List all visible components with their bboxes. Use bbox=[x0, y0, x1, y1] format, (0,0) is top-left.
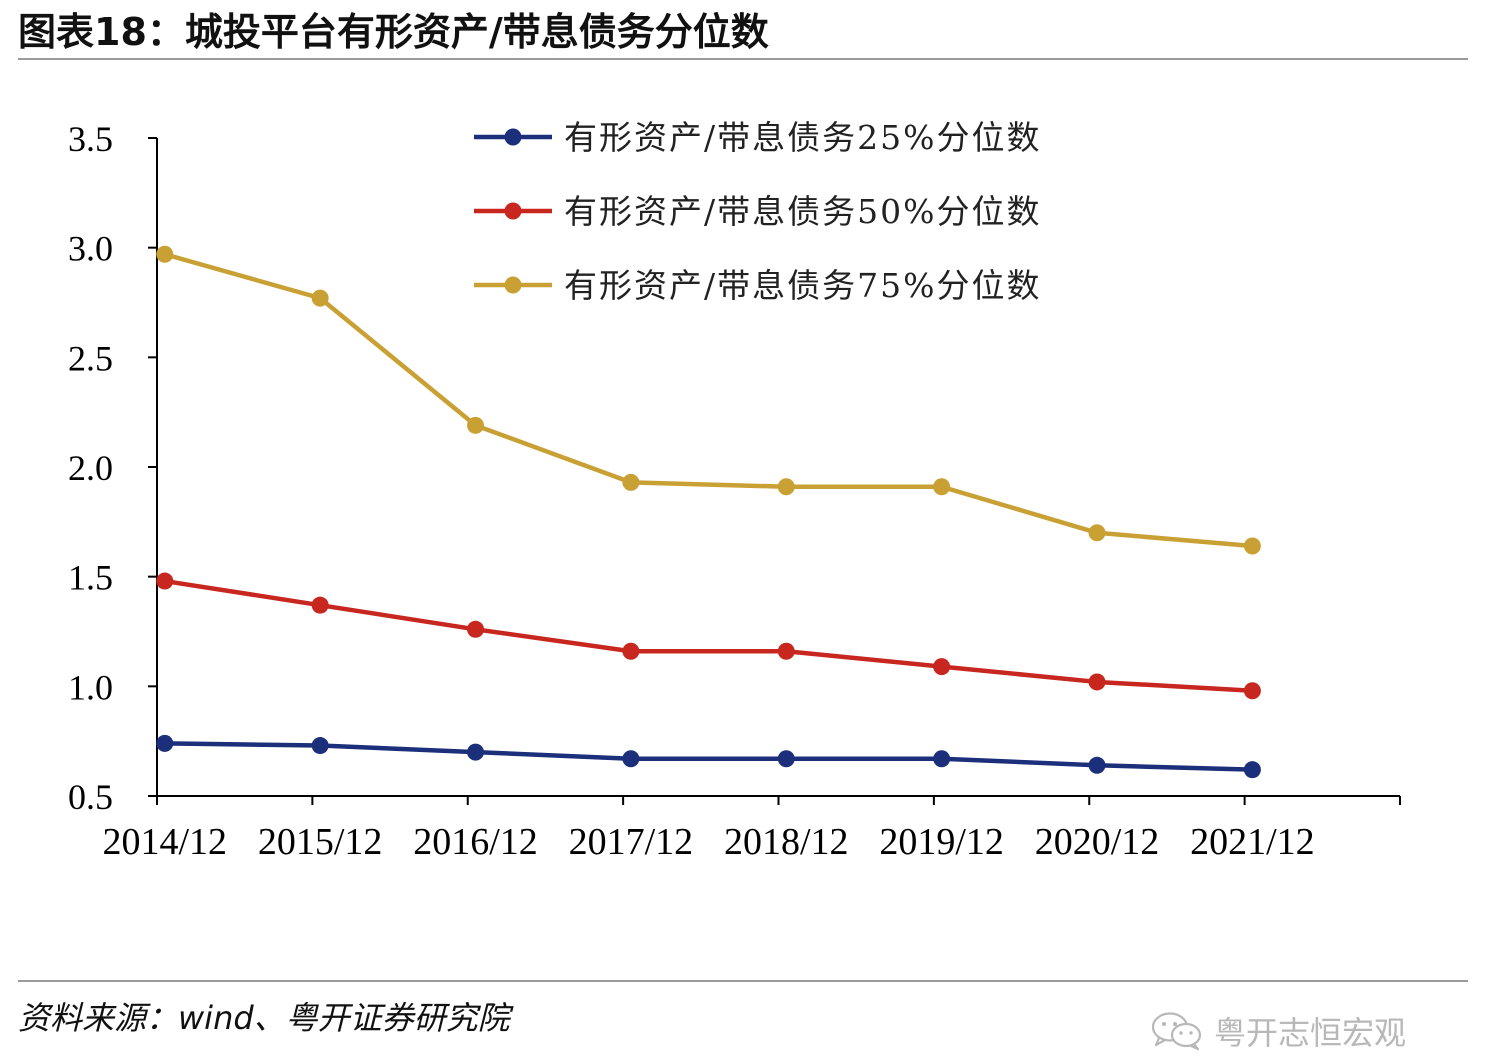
title-divider bbox=[18, 58, 1468, 60]
data-point bbox=[1243, 537, 1261, 555]
data-point bbox=[933, 478, 951, 496]
watermark: 粤开志恒宏观 bbox=[1150, 1006, 1406, 1056]
series-group bbox=[156, 245, 1261, 779]
data-point bbox=[311, 596, 329, 614]
legend-label: 有形资产/带息债务75%分位数 bbox=[564, 266, 1041, 305]
legend-label: 有形资产/带息债务25%分位数 bbox=[564, 118, 1041, 157]
y-axis: 0.5 1.0 1.5 2.0 2.5 3.0 3.5 bbox=[68, 119, 158, 817]
x-tick-label: 2021/12 bbox=[1190, 821, 1315, 863]
series-line-3 bbox=[164, 252, 1253, 549]
legend-marker bbox=[504, 128, 522, 146]
data-point bbox=[156, 245, 174, 263]
series-line-1 bbox=[164, 741, 1253, 772]
x-tick-label: 2017/12 bbox=[569, 821, 694, 863]
wechat-icon bbox=[1151, 1012, 1202, 1051]
x-tick-label: 2020/12 bbox=[1035, 821, 1160, 863]
data-point bbox=[777, 642, 795, 660]
legend-marker bbox=[504, 202, 522, 220]
y-tick-label: 0.5 bbox=[68, 777, 113, 817]
x-tick-label: 2016/12 bbox=[413, 821, 538, 863]
data-point bbox=[1088, 524, 1106, 542]
data-point bbox=[1088, 756, 1106, 774]
footer-divider bbox=[18, 980, 1468, 982]
figure-title: 图表18：城投平台有形资产/带息债务分位数 bbox=[18, 10, 769, 54]
x-tick-label: 2015/12 bbox=[258, 821, 383, 863]
data-point bbox=[467, 743, 485, 761]
data-point bbox=[156, 734, 174, 752]
x-tick-label: 2019/12 bbox=[879, 821, 1004, 863]
legend-marker bbox=[504, 276, 522, 294]
series-line-2 bbox=[164, 578, 1253, 693]
x-tick-label: 2014/12 bbox=[102, 821, 227, 863]
data-point bbox=[777, 750, 795, 768]
data-point bbox=[622, 473, 640, 491]
y-tick-label: 3.5 bbox=[68, 119, 113, 159]
y-tick-label: 3.0 bbox=[68, 229, 113, 269]
data-point bbox=[311, 289, 329, 307]
x-tick-label: 2018/12 bbox=[724, 821, 849, 863]
y-tick-label: 1.5 bbox=[68, 558, 113, 598]
watermark-label: 粤开志恒宏观 bbox=[1214, 1014, 1407, 1052]
data-point bbox=[777, 478, 795, 496]
data-point bbox=[1243, 682, 1261, 700]
y-tick-label: 2.5 bbox=[68, 338, 113, 378]
legend: 有形资产/带息债务25%分位数有形资产/带息债务50%分位数有形资产/带息债务7… bbox=[474, 118, 1041, 305]
x-axis: 2014/12 2015/12 2016/12 2017/12 2018/12 2019/… bbox=[102, 795, 1401, 863]
data-point bbox=[933, 750, 951, 768]
data-point bbox=[467, 416, 485, 434]
y-tick-label: 1.0 bbox=[68, 667, 113, 707]
data-point bbox=[467, 620, 485, 638]
y-tick-label: 2.0 bbox=[68, 448, 113, 488]
data-point bbox=[622, 750, 640, 768]
data-point bbox=[156, 572, 174, 590]
data-point bbox=[311, 737, 329, 755]
data-point bbox=[1088, 673, 1106, 691]
legend-label: 有形资产/带息债务50%分位数 bbox=[564, 192, 1041, 231]
source-note: 资料来源：wind、粤开证券研究院 bbox=[18, 999, 510, 1037]
data-point bbox=[622, 642, 640, 660]
data-point bbox=[1243, 761, 1261, 779]
data-point bbox=[933, 658, 951, 676]
